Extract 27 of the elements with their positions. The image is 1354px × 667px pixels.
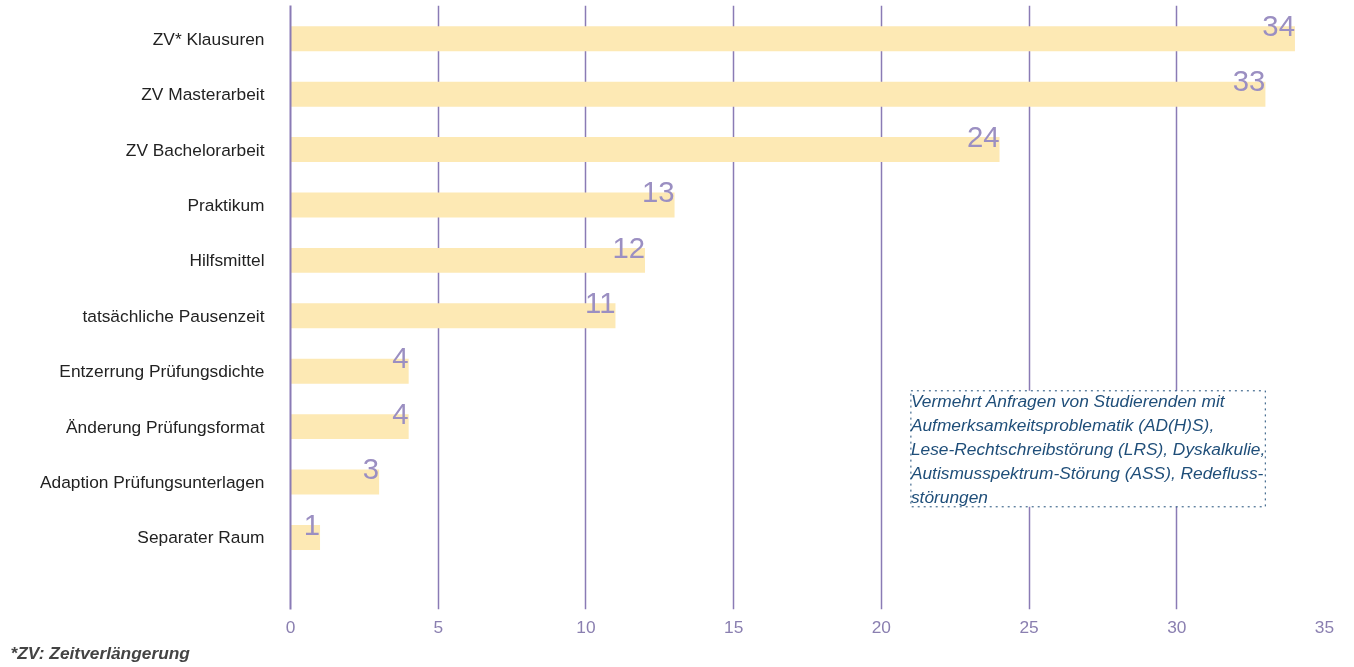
data-label: 11 [585,286,616,320]
y-tick-label: Separater Raum [137,527,265,548]
data-label: 13 [641,175,675,209]
y-tick-label: tatsächliche Pausenzeit [82,305,265,326]
x-tick-label: 20 [871,616,891,637]
y-tick-label: Adaption Prüfungsunterlagen [40,472,265,493]
y-tick-label: ZV Masterarbeit [141,84,265,105]
data-label: 33 [1232,64,1266,98]
x-tick-label: 5 [433,616,444,637]
data-label: 3 [362,452,380,486]
y-tick-label: ZV Bachelorarbeit [125,139,265,160]
y-tick-label: Änderung Prüfungsformat [66,416,265,437]
x-tick-label: 35 [1314,616,1335,637]
x-tick-label: 25 [1019,616,1039,637]
data-label: 4 [392,341,409,375]
y-tick-label: Hilfsmittel [189,250,265,271]
y-tick-label: Praktikum [187,194,265,215]
data-label: 34 [1262,8,1295,42]
x-tick-label: 30 [1167,616,1187,637]
data-label: 4 [392,396,409,430]
x-tick-label: 0 [285,616,296,637]
y-tick-label: ZV* Klausuren [152,28,265,49]
text: *ZV: Zeitverlängerung [10,642,191,663]
y-tick-label: Entzerrung Prüfungsdichte [59,361,265,382]
x-tick-label: 10 [576,616,596,637]
x-tick-label: 15 [724,616,744,637]
annotation: Vermehrt Anfragen von Studierenden mit Aufmerksamkeitsproblematik (AD(H)S), Lese-Rechtschreibstörung (LRS), Dyskalkulie, Autismusspektrum-Störung (ASS), Redefluss- störungen [909,390,1266,507]
